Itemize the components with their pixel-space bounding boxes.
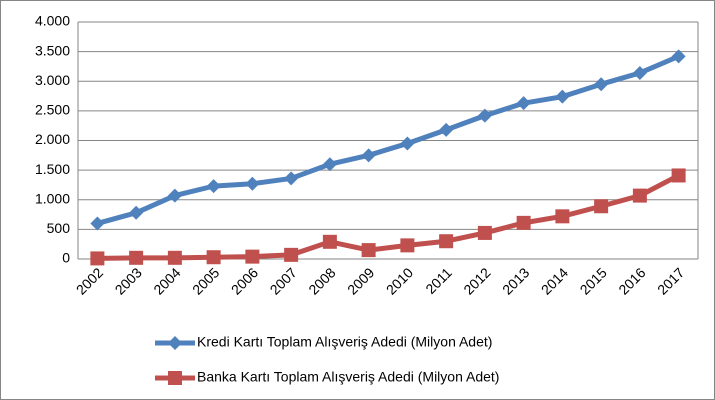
diamond-marker	[206, 179, 221, 194]
square-marker	[168, 371, 182, 385]
diamond-marker	[361, 148, 376, 163]
diamond-marker	[322, 157, 337, 172]
diamond-marker	[516, 96, 531, 111]
diamond-marker	[245, 176, 260, 191]
diamond-marker	[400, 136, 415, 151]
y-tick-label: 2.500	[35, 102, 70, 118]
square-marker	[477, 225, 492, 240]
square-marker	[555, 209, 570, 224]
legend-label: Kredi Kartı Toplam Alışveriş Adedi (Mily…	[197, 334, 492, 350]
square-marker	[361, 243, 376, 258]
square-marker	[594, 199, 609, 214]
square-marker	[284, 247, 299, 262]
diamond-marker	[555, 89, 570, 104]
diamond-marker	[284, 171, 299, 186]
square-marker	[322, 234, 337, 249]
series-line	[96, 54, 680, 226]
square-marker	[90, 251, 105, 266]
square-marker	[206, 250, 221, 265]
y-tick-label: 0	[62, 250, 70, 266]
square-marker	[671, 168, 686, 183]
diamond-marker	[168, 336, 182, 350]
y-tick-label: 1.500	[35, 161, 70, 177]
square-marker	[439, 234, 454, 249]
square-marker	[245, 249, 260, 264]
square-marker	[167, 250, 182, 265]
square-marker	[129, 250, 144, 265]
diamond-marker	[439, 122, 454, 137]
y-tick-label: 3.000	[35, 72, 70, 88]
y-tick-label: 2.000	[35, 131, 70, 147]
y-tick-label: 3.500	[35, 42, 70, 58]
square-marker	[516, 215, 531, 230]
y-tick-label: 4.000	[35, 13, 70, 29]
diamond-marker	[477, 108, 492, 123]
y-tick-label: 1.000	[35, 190, 70, 206]
diamond-marker	[90, 216, 105, 231]
diamond-marker	[594, 77, 609, 92]
diamond-marker	[671, 49, 686, 64]
diamond-marker	[129, 205, 144, 220]
diamond-marker	[167, 188, 182, 203]
y-tick-label: 500	[47, 220, 71, 236]
series-line	[97, 173, 680, 261]
square-marker	[400, 238, 415, 253]
diamond-marker	[632, 65, 647, 80]
legend-label: Banka Kartı Toplam Alışveriş Adedi (Mily…	[197, 369, 499, 385]
square-marker	[632, 188, 647, 203]
